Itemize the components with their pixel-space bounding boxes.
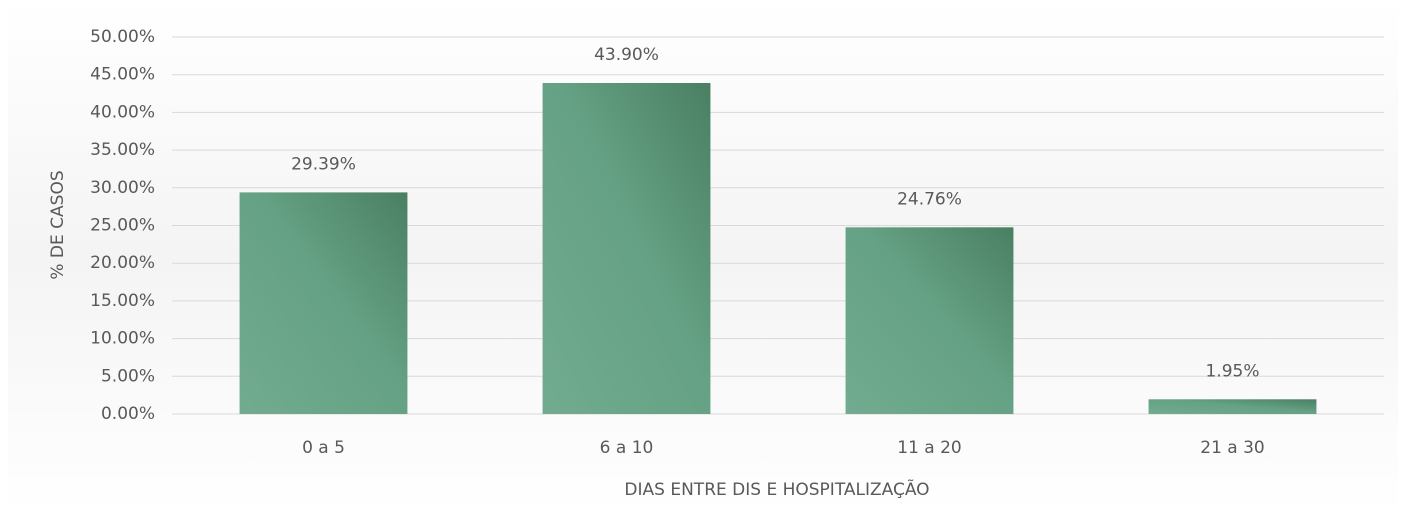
y-tick-label: 30.00% (90, 178, 155, 198)
x-tick-label: 6 a 10 (600, 438, 654, 458)
y-tick-label: 10.00% (90, 329, 155, 349)
y-tick-label: 35.00% (90, 140, 155, 160)
y-tick-label: 0.00% (101, 404, 155, 424)
x-tick-label: 21 a 30 (1200, 438, 1265, 458)
x-tick-label: 0 a 5 (302, 438, 345, 458)
y-tick-label: 40.00% (90, 102, 155, 122)
x-tick-label: 11 a 20 (897, 438, 962, 458)
data-label: 29.39% (291, 154, 356, 174)
bar (845, 227, 1014, 414)
y-tick-label: 25.00% (90, 216, 155, 236)
y-tick-label: 45.00% (90, 65, 155, 85)
bar (542, 82, 711, 414)
bar (239, 192, 408, 414)
bar (1148, 399, 1317, 414)
y-tick-label: 5.00% (101, 366, 155, 386)
data-label: 43.90% (594, 45, 659, 65)
y-tick-label: 20.00% (90, 253, 155, 273)
data-label: 1.95% (1205, 361, 1259, 381)
y-axis-title: % DE CASOS (48, 170, 68, 279)
x-axis-title: DIAS ENTRE DIS E HOSPITALIZAÇÃO (624, 478, 929, 500)
y-tick-label: 50.00% (90, 27, 155, 47)
data-label: 24.76% (897, 189, 962, 209)
y-tick-label: 15.00% (90, 291, 155, 311)
